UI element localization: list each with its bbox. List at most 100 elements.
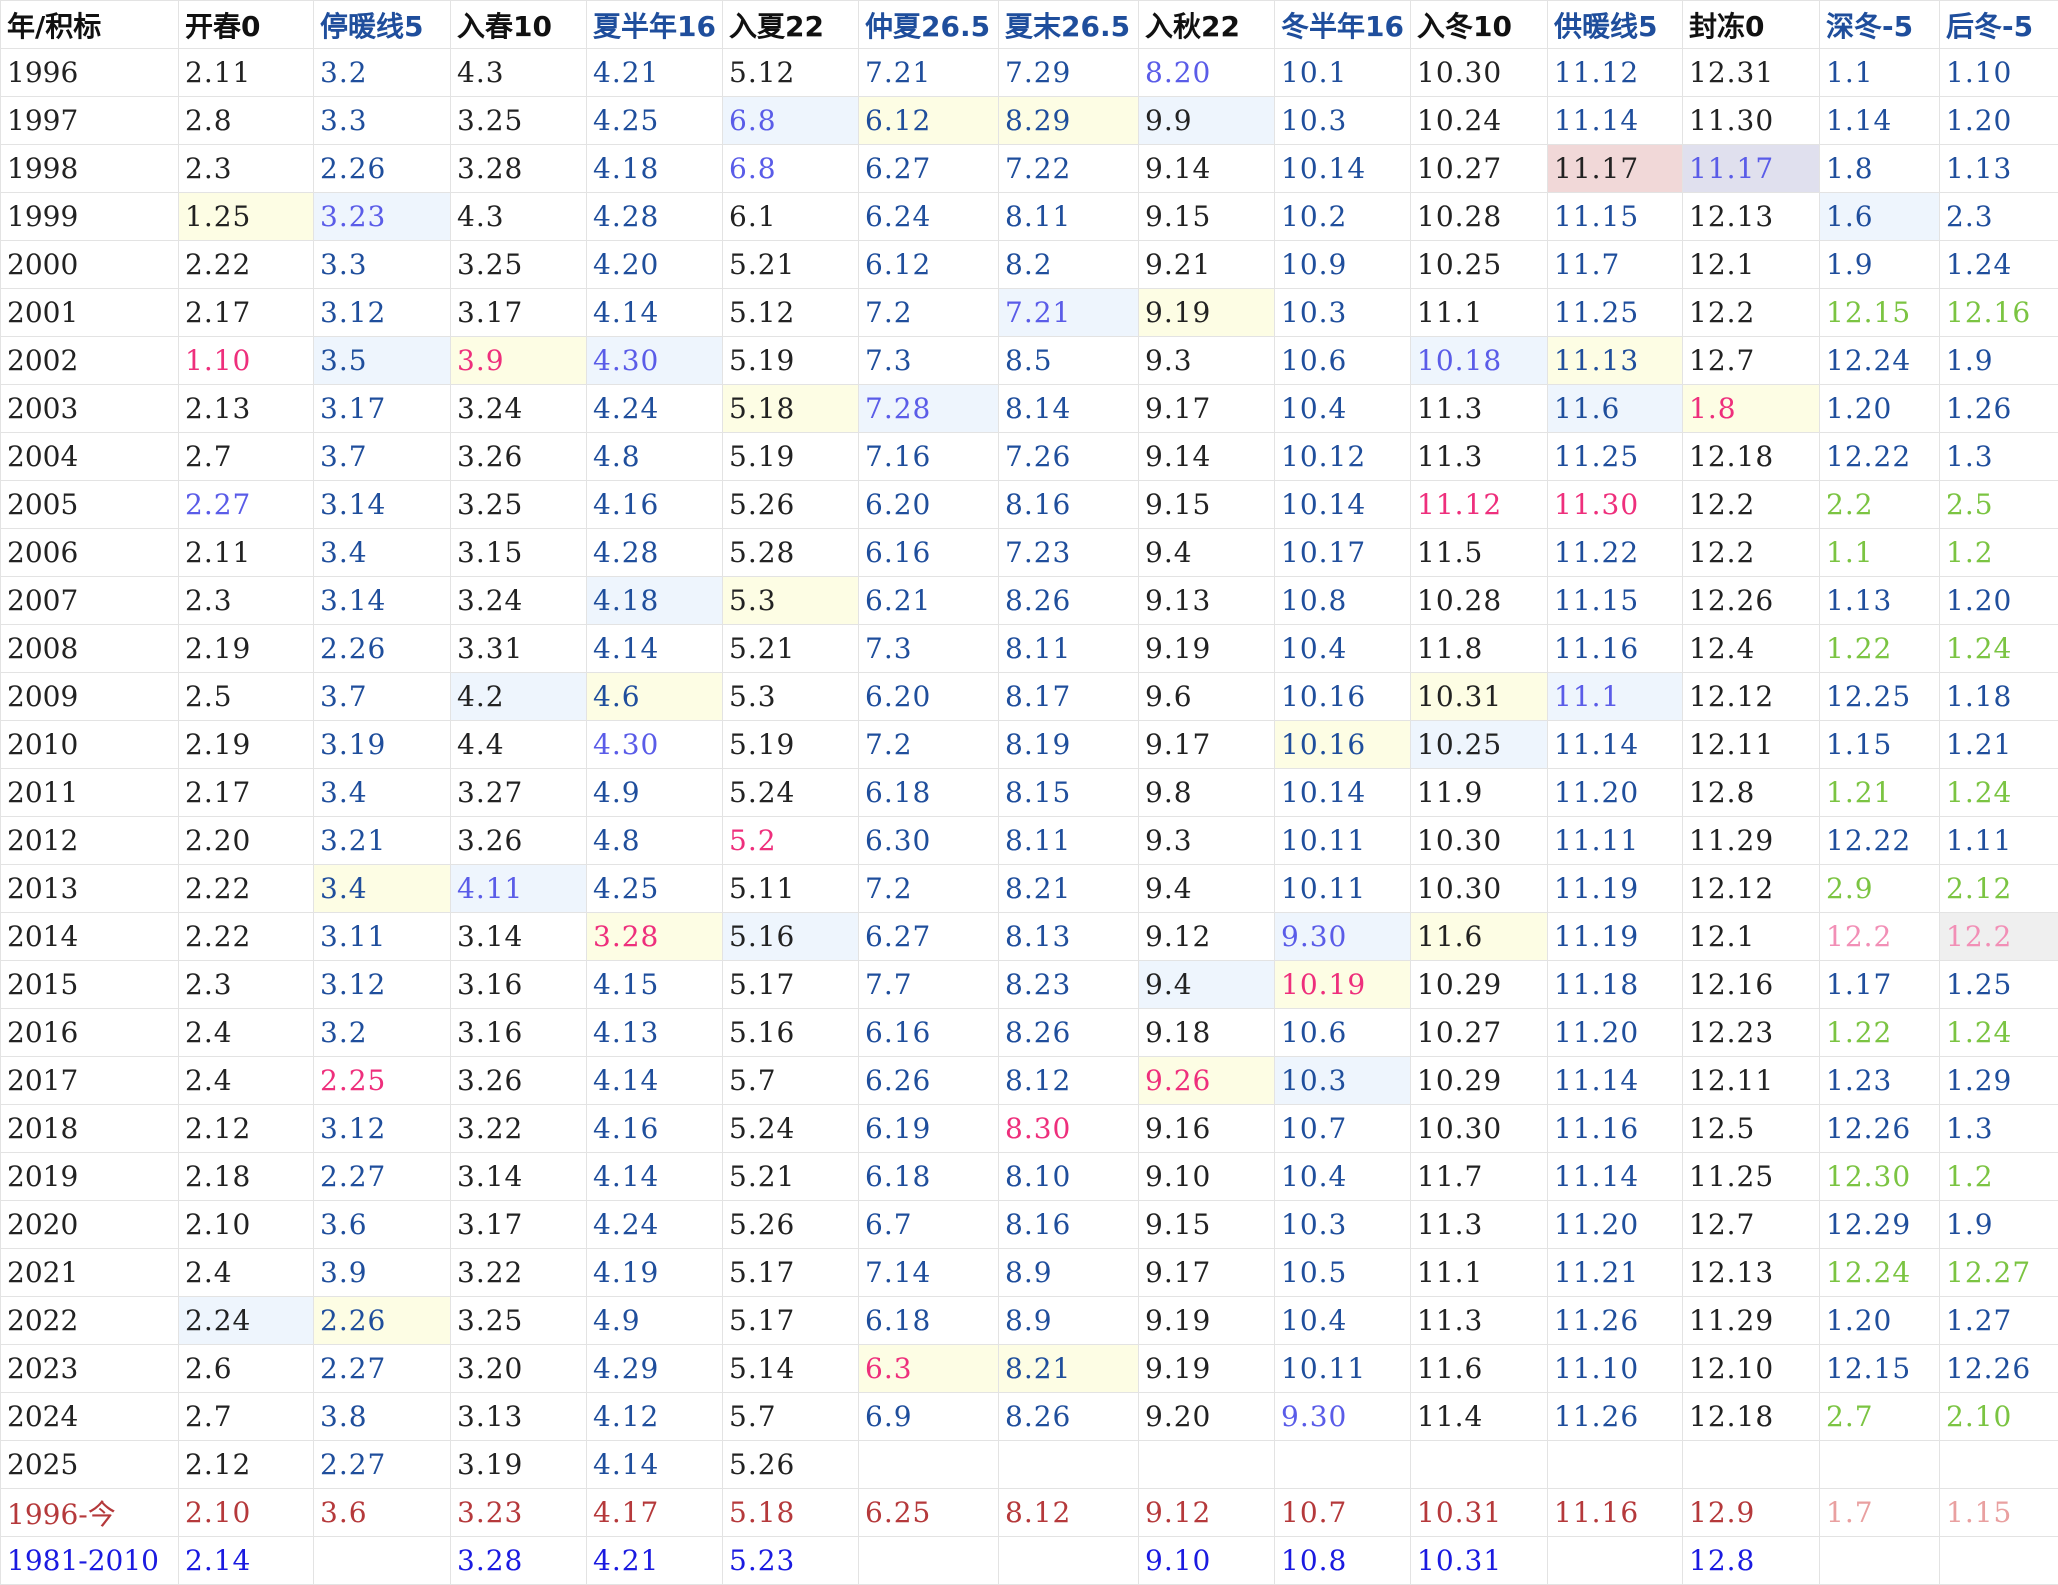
table-cell[interactable]: 9.14 — [1138, 144, 1275, 193]
table-cell[interactable]: 10.6 — [1274, 1008, 1411, 1057]
table-cell[interactable]: 6.18 — [858, 768, 999, 817]
table-cell[interactable]: 4.14 — [586, 1440, 723, 1489]
table-cell[interactable]: 6.18 — [858, 1152, 999, 1201]
table-cell[interactable]: 9.17 — [1138, 384, 1275, 433]
table-cell[interactable]: 6.16 — [858, 1008, 999, 1057]
table-cell[interactable]: 4.2 — [450, 672, 587, 721]
table-cell[interactable]: 11.14 — [1547, 96, 1683, 145]
row-label-cell[interactable]: 2006 — [0, 528, 179, 577]
table-cell[interactable]: 4.3 — [450, 48, 587, 97]
table-cell[interactable]: 6.1 — [722, 192, 859, 241]
table-cell[interactable]: 6.27 — [858, 912, 999, 961]
table-cell[interactable]: 10.14 — [1274, 144, 1411, 193]
table-cell[interactable]: 3.13 — [450, 1392, 587, 1441]
table-cell[interactable]: 6.16 — [858, 528, 999, 577]
table-cell[interactable]: 12.12 — [1682, 672, 1820, 721]
column-header[interactable]: 停暖线5 — [313, 0, 451, 49]
table-cell[interactable]: 1.29 — [1939, 1056, 2058, 1105]
table-cell[interactable]: 2.7 — [178, 1392, 314, 1441]
table-cell[interactable]: 3.28 — [450, 144, 587, 193]
table-cell[interactable]: 2.14 — [178, 1536, 314, 1585]
table-cell[interactable]: 10.28 — [1410, 192, 1548, 241]
row-label-cell[interactable]: 1981-2010 — [0, 1536, 179, 1585]
table-cell[interactable]: 9.30 — [1274, 912, 1411, 961]
column-header[interactable]: 入春10 — [450, 0, 587, 49]
table-cell[interactable]: 11.26 — [1547, 1392, 1683, 1441]
table-cell[interactable]: 10.27 — [1410, 1008, 1548, 1057]
table-cell[interactable]: 1.27 — [1939, 1296, 2058, 1345]
table-cell[interactable] — [858, 1440, 999, 1489]
table-cell[interactable]: 12.30 — [1819, 1152, 1940, 1201]
table-cell[interactable]: 10.6 — [1274, 336, 1411, 385]
table-cell[interactable]: 3.12 — [313, 1104, 451, 1153]
table-cell[interactable]: 7.29 — [998, 48, 1139, 97]
table-cell[interactable]: 1.14 — [1819, 96, 1940, 145]
table-cell[interactable] — [1819, 1536, 1940, 1585]
table-cell[interactable]: 3.19 — [313, 720, 451, 769]
table-cell[interactable] — [1547, 1536, 1683, 1585]
table-cell[interactable]: 5.14 — [722, 1344, 859, 1393]
table-cell[interactable]: 6.9 — [858, 1392, 999, 1441]
table-cell[interactable]: 2.18 — [178, 1152, 314, 1201]
table-cell[interactable]: 8.12 — [998, 1488, 1139, 1537]
table-cell[interactable]: 10.28 — [1410, 576, 1548, 625]
table-cell[interactable]: 2.26 — [313, 144, 451, 193]
table-cell[interactable]: 3.22 — [450, 1248, 587, 1297]
table-cell[interactable]: 2.5 — [178, 672, 314, 721]
table-cell[interactable]: 1.17 — [1819, 960, 1940, 1009]
table-cell[interactable]: 9.18 — [1138, 1008, 1275, 1057]
table-cell[interactable]: 12.10 — [1682, 1344, 1820, 1393]
table-cell[interactable]: 2.3 — [178, 144, 314, 193]
table-cell[interactable]: 1.20 — [1939, 576, 2058, 625]
table-cell[interactable]: 3.26 — [450, 816, 587, 865]
table-cell[interactable]: 3.9 — [313, 1248, 451, 1297]
table-cell[interactable]: 10.3 — [1274, 288, 1411, 337]
table-cell[interactable]: 6.12 — [858, 96, 999, 145]
table-cell[interactable]: 3.6 — [313, 1488, 451, 1537]
table-cell[interactable]: 2.22 — [178, 240, 314, 289]
table-cell[interactable]: 10.3 — [1274, 96, 1411, 145]
table-cell[interactable]: 11.5 — [1410, 528, 1548, 577]
table-cell[interactable]: 10.7 — [1274, 1488, 1411, 1537]
row-label-cell[interactable]: 2024 — [0, 1392, 179, 1441]
column-header[interactable]: 夏末26.5 — [998, 0, 1139, 49]
table-cell[interactable]: 3.25 — [450, 1296, 587, 1345]
row-label-cell[interactable]: 1996 — [0, 48, 179, 97]
column-header[interactable]: 入秋22 — [1138, 0, 1275, 49]
row-label-cell[interactable]: 2016 — [0, 1008, 179, 1057]
table-cell[interactable]: 10.11 — [1274, 816, 1411, 865]
table-cell[interactable]: 3.17 — [313, 384, 451, 433]
table-cell[interactable]: 2.26 — [313, 624, 451, 673]
table-cell[interactable]: 3.3 — [313, 96, 451, 145]
table-cell[interactable]: 1.11 — [1939, 816, 2058, 865]
table-cell[interactable]: 2.27 — [313, 1344, 451, 1393]
table-cell[interactable]: 1.3 — [1939, 1104, 2058, 1153]
table-cell[interactable]: 6.7 — [858, 1200, 999, 1249]
table-cell[interactable]: 4.30 — [586, 336, 723, 385]
table-cell[interactable]: 4.15 — [586, 960, 723, 1009]
table-cell[interactable] — [1819, 1440, 1940, 1489]
table-cell[interactable]: 1.6 — [1819, 192, 1940, 241]
table-cell[interactable]: 7.26 — [998, 432, 1139, 481]
table-cell[interactable]: 2.8 — [178, 96, 314, 145]
table-cell[interactable]: 11.14 — [1547, 720, 1683, 769]
table-cell[interactable]: 1.10 — [178, 336, 314, 385]
table-cell[interactable]: 6.21 — [858, 576, 999, 625]
table-cell[interactable]: 11.21 — [1547, 1248, 1683, 1297]
table-cell[interactable]: 2.10 — [1939, 1392, 2058, 1441]
table-cell[interactable]: 8.11 — [998, 816, 1139, 865]
column-header[interactable]: 封冻0 — [1682, 0, 1820, 49]
table-cell[interactable]: 9.15 — [1138, 1200, 1275, 1249]
table-cell[interactable]: 12.26 — [1939, 1344, 2058, 1393]
table-cell[interactable]: 2.4 — [178, 1248, 314, 1297]
table-cell[interactable]: 9.19 — [1138, 1296, 1275, 1345]
table-cell[interactable]: 6.27 — [858, 144, 999, 193]
table-cell[interactable]: 6.8 — [722, 144, 859, 193]
table-cell[interactable]: 3.15 — [450, 528, 587, 577]
table-cell[interactable]: 2.12 — [178, 1440, 314, 1489]
table-cell[interactable]: 3.24 — [450, 384, 587, 433]
table-cell[interactable]: 1.21 — [1819, 768, 1940, 817]
table-cell[interactable]: 2.27 — [178, 480, 314, 529]
table-cell[interactable]: 4.20 — [586, 240, 723, 289]
table-cell[interactable] — [1939, 1536, 2058, 1585]
